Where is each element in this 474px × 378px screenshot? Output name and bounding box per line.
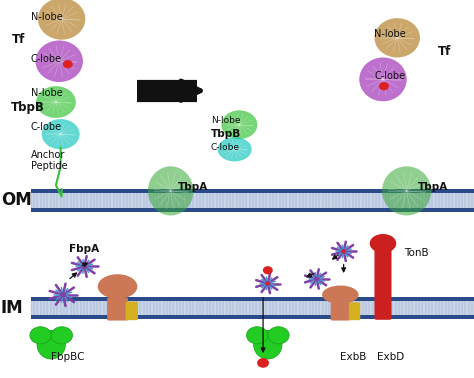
Ellipse shape [268,327,289,344]
Text: N-lobe: N-lobe [374,29,406,39]
Circle shape [61,293,65,297]
FancyBboxPatch shape [331,303,350,321]
Circle shape [342,250,345,253]
Ellipse shape [98,274,137,299]
Ellipse shape [374,18,420,57]
Ellipse shape [36,40,83,82]
Circle shape [266,282,269,285]
Text: C-lobe: C-lobe [374,71,406,81]
Circle shape [82,265,87,268]
Circle shape [64,61,72,68]
Ellipse shape [246,327,268,344]
Ellipse shape [42,119,80,149]
Ellipse shape [322,285,358,304]
Text: TbpA: TbpA [418,182,448,192]
Bar [31,301,474,315]
Text: TonB: TonB [404,248,429,258]
Text: C-lobe: C-lobe [211,143,240,152]
Ellipse shape [36,86,76,118]
Circle shape [264,267,272,274]
FancyBboxPatch shape [126,302,138,320]
Circle shape [265,282,270,285]
Ellipse shape [37,330,65,359]
Circle shape [314,277,319,281]
Ellipse shape [359,57,407,101]
Circle shape [258,359,268,367]
Text: Tf: Tf [438,45,451,57]
Bar [31,189,474,212]
Circle shape [341,249,346,253]
Text: TbpB: TbpB [10,101,44,114]
Ellipse shape [221,110,257,139]
Text: Anchor
Peptide: Anchor Peptide [31,150,67,172]
Bar [31,193,474,208]
Text: Tf: Tf [12,33,25,46]
Circle shape [380,83,388,90]
Ellipse shape [38,0,85,40]
Text: C-lobe: C-lobe [31,54,62,64]
Ellipse shape [51,327,73,344]
Text: TbpB: TbpB [211,129,241,139]
Text: ExbB: ExbB [340,352,367,362]
Text: IM: IM [1,299,24,317]
Text: N-lobe: N-lobe [31,12,63,22]
Ellipse shape [254,330,282,359]
FancyBboxPatch shape [349,302,360,320]
Text: C-lobe: C-lobe [31,122,62,132]
Text: FbpBC: FbpBC [51,352,85,362]
Ellipse shape [382,166,431,215]
Text: FbpA: FbpA [69,245,99,254]
Text: OM: OM [1,191,32,209]
Text: ExbD: ExbD [377,352,404,362]
Text: N-lobe: N-lobe [211,116,240,125]
Bar [31,297,474,319]
Ellipse shape [30,327,51,344]
Ellipse shape [218,137,252,161]
Ellipse shape [148,166,193,215]
Ellipse shape [370,234,396,253]
Text: TbpA: TbpA [178,182,208,192]
Text: N-lobe: N-lobe [31,88,63,98]
FancyBboxPatch shape [107,297,128,321]
FancyBboxPatch shape [374,249,392,320]
